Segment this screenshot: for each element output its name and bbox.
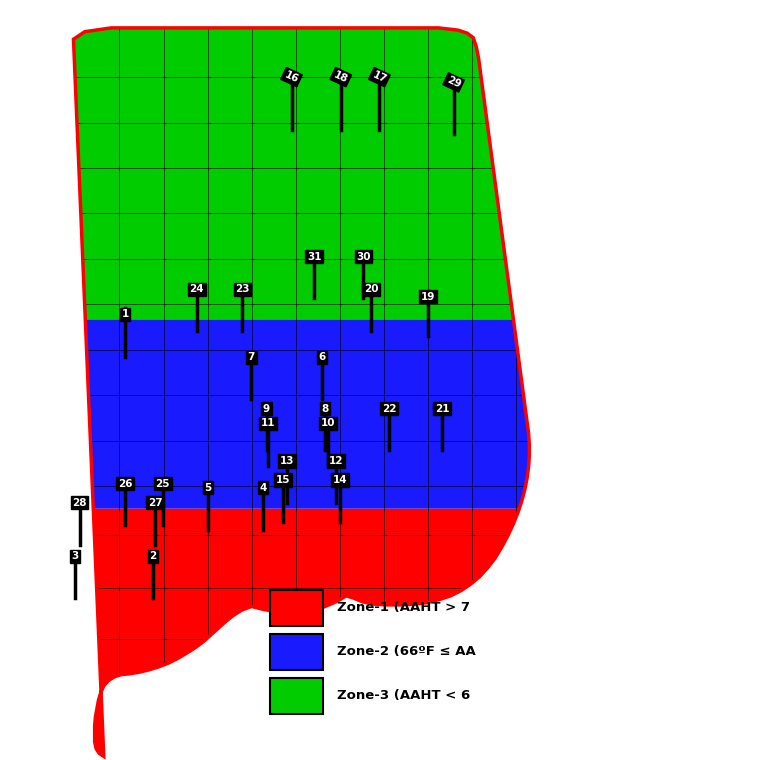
Text: 13: 13	[280, 456, 294, 466]
Text: 16: 16	[283, 69, 300, 84]
Text: 7: 7	[247, 353, 255, 363]
Text: 4: 4	[259, 483, 266, 492]
Text: Zone-1 (AAHT > 7: Zone-1 (AAHT > 7	[337, 601, 470, 614]
Text: 11: 11	[261, 418, 276, 428]
Text: 12: 12	[329, 456, 344, 466]
Text: 17: 17	[370, 69, 388, 84]
Text: 26: 26	[117, 479, 132, 489]
Text: 14: 14	[333, 475, 348, 485]
Polygon shape	[93, 508, 519, 756]
Polygon shape	[74, 28, 514, 319]
Text: Zone-2 (66ºF ≤ AA: Zone-2 (66ºF ≤ AA	[337, 645, 476, 658]
Polygon shape	[85, 319, 529, 508]
Text: 20: 20	[364, 284, 378, 294]
Text: 30: 30	[356, 252, 370, 261]
Text: 25: 25	[156, 479, 170, 489]
Text: 22: 22	[382, 404, 396, 413]
Text: 21: 21	[435, 404, 449, 413]
FancyBboxPatch shape	[270, 634, 323, 670]
Text: 18: 18	[332, 69, 349, 84]
Text: 2: 2	[150, 552, 157, 562]
Text: 9: 9	[263, 404, 270, 413]
Text: 5: 5	[204, 483, 212, 492]
Text: 27: 27	[148, 498, 163, 508]
FancyBboxPatch shape	[270, 678, 323, 714]
Text: 24: 24	[189, 284, 204, 294]
Text: 29: 29	[445, 74, 462, 90]
FancyBboxPatch shape	[270, 590, 323, 626]
Text: 6: 6	[318, 353, 326, 363]
Text: 3: 3	[71, 552, 78, 562]
Text: Zone-3 (AAHT < 6: Zone-3 (AAHT < 6	[337, 689, 471, 702]
Text: 28: 28	[72, 498, 87, 508]
Text: 23: 23	[235, 284, 250, 294]
Text: 1: 1	[121, 309, 128, 319]
Text: 8: 8	[321, 404, 329, 413]
Text: 19: 19	[420, 292, 435, 302]
Text: 31: 31	[307, 252, 322, 261]
Text: 15: 15	[276, 475, 290, 485]
Text: 10: 10	[321, 418, 335, 428]
